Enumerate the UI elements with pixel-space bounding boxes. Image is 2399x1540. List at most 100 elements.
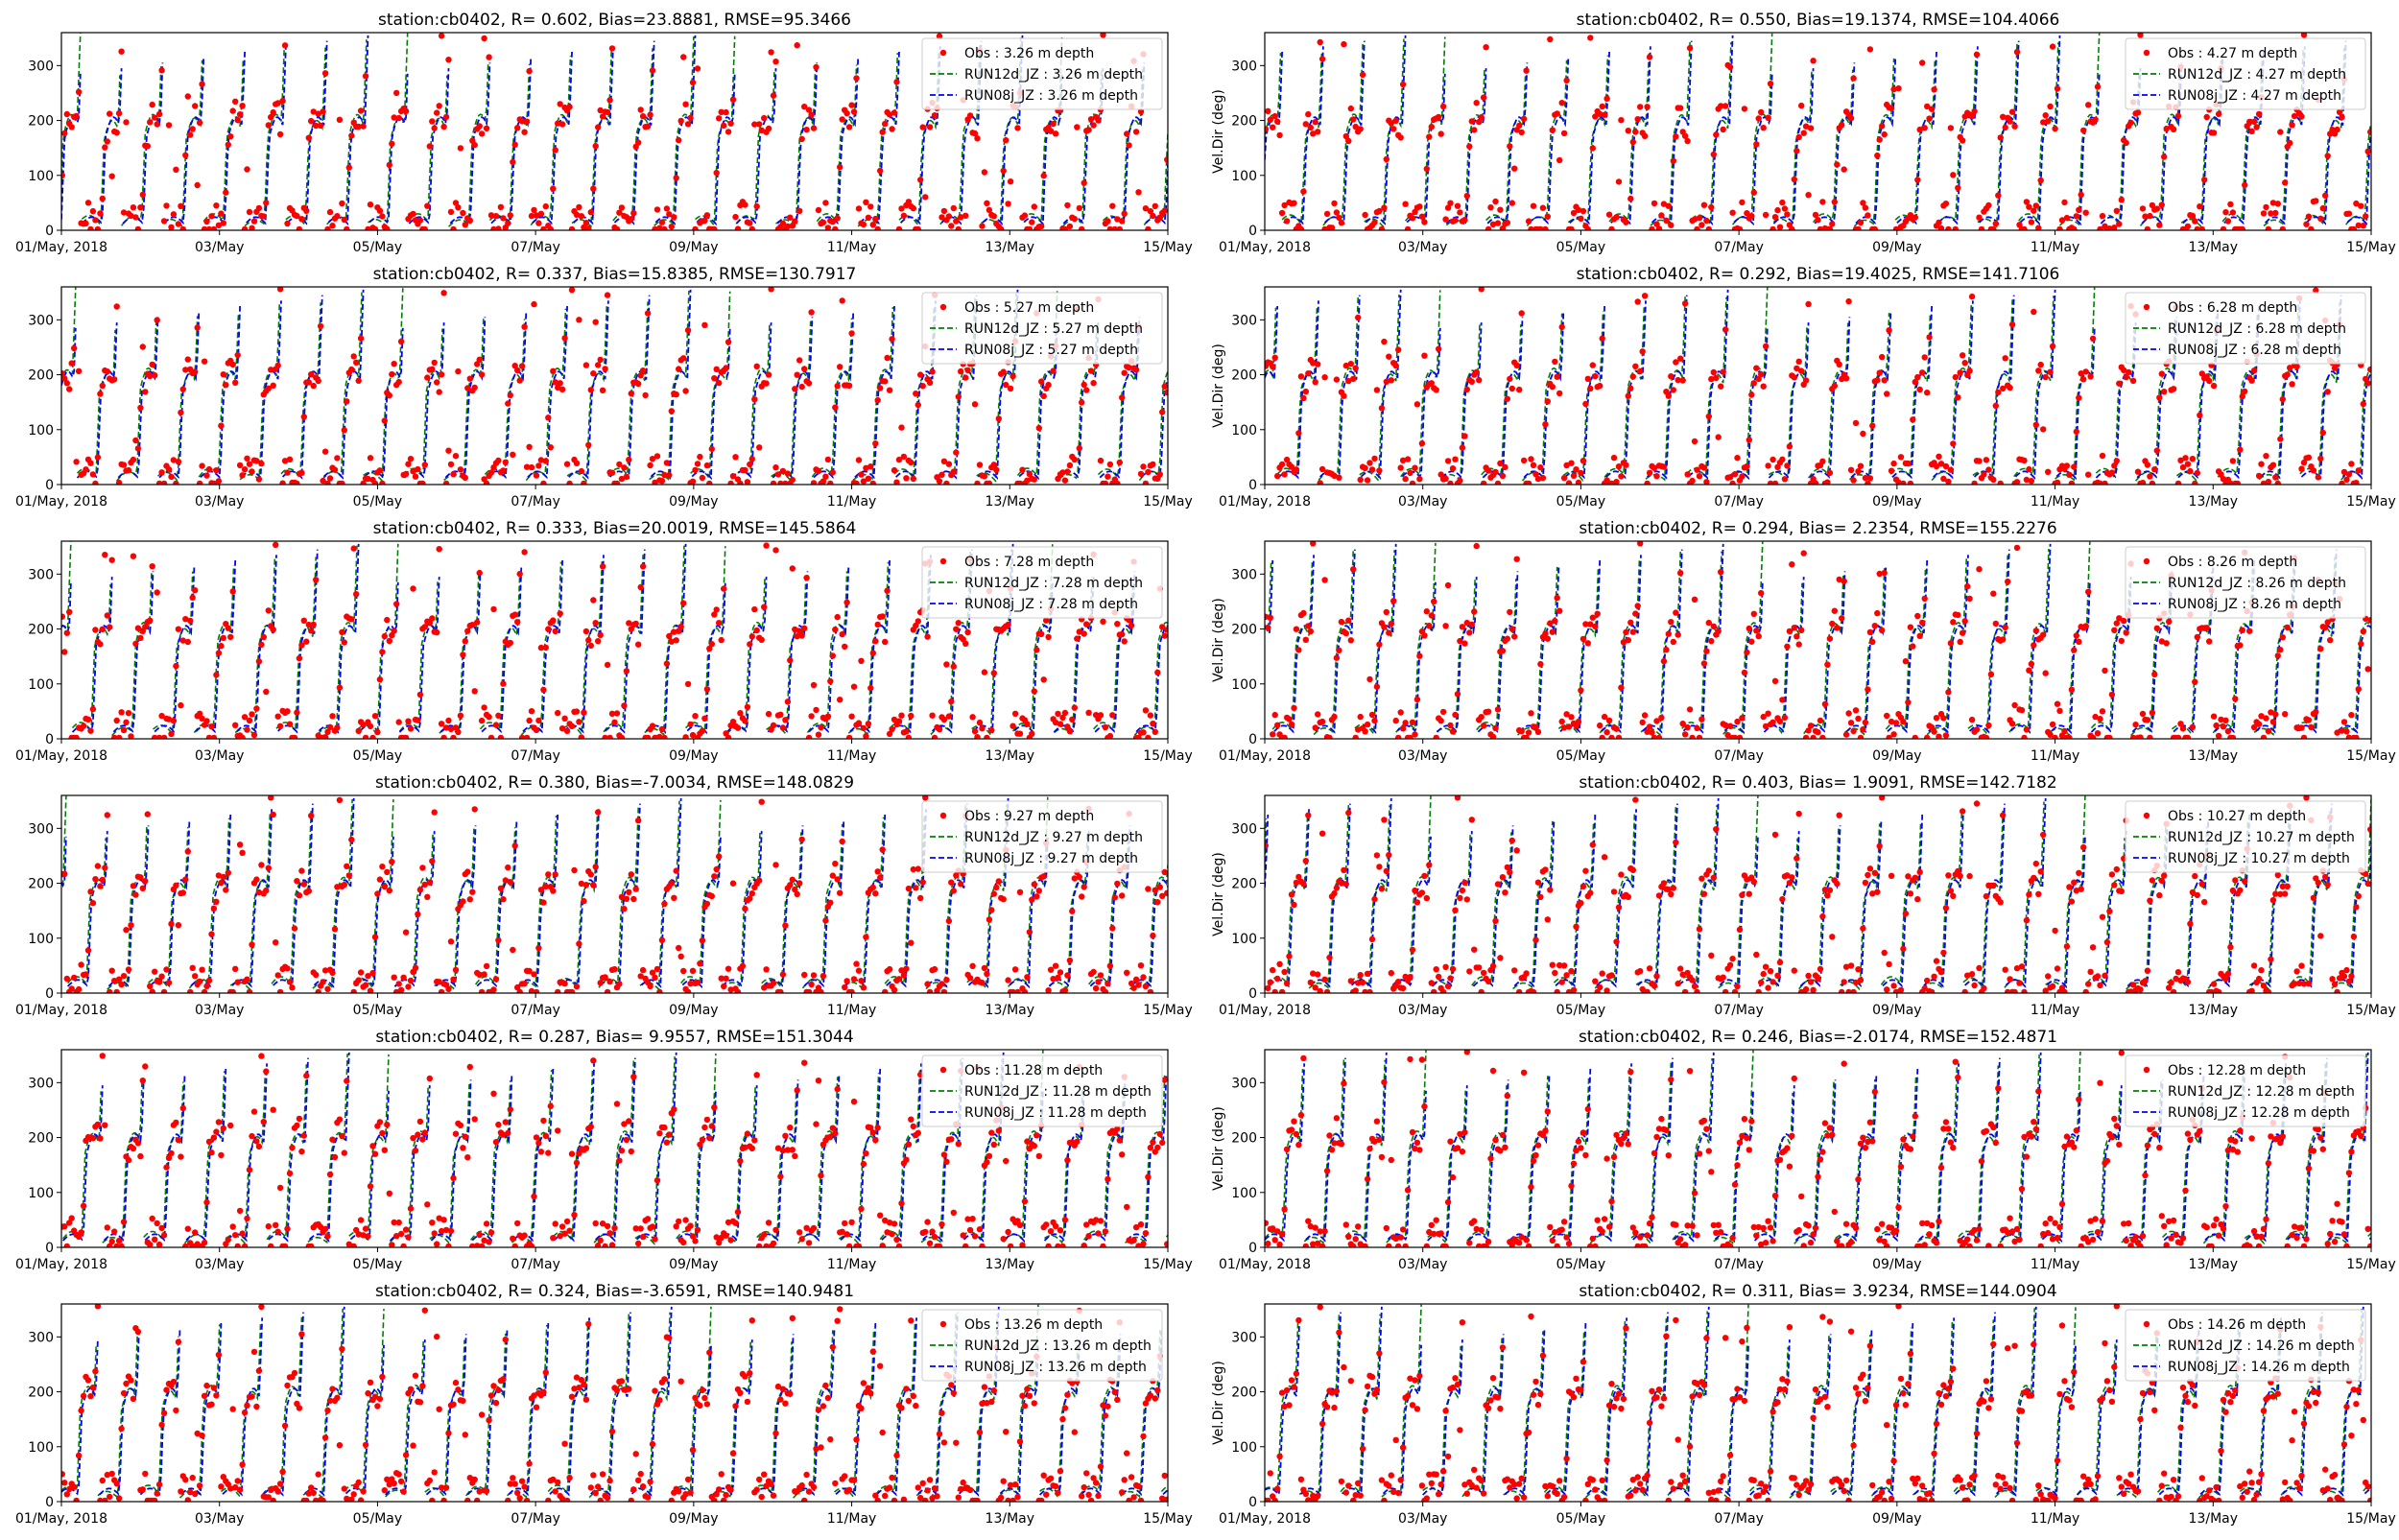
- legend-label: RUN12d_JZ : 4.27 m depth: [2168, 67, 2346, 83]
- obs-point: [1559, 979, 1565, 984]
- obs-point: [661, 735, 667, 741]
- obs-point: [1995, 1085, 2001, 1091]
- obs-point: [1761, 125, 1767, 130]
- obs-point: [1424, 166, 1430, 172]
- obs-point: [1995, 193, 2001, 199]
- obs-point: [230, 107, 236, 113]
- obs-point: [1848, 962, 1854, 968]
- obs-point: [937, 478, 942, 484]
- obs-point: [1452, 908, 1458, 913]
- obs-point: [1114, 481, 1120, 486]
- obs-point: [1164, 156, 1170, 162]
- obs-point: [2056, 226, 2062, 232]
- obs-point: [524, 119, 530, 125]
- obs-point: [490, 1091, 496, 1097]
- obs-point: [529, 1244, 534, 1249]
- obs-point: [185, 93, 191, 99]
- obs-point: [1697, 926, 1702, 932]
- obs-point: [1661, 463, 1667, 469]
- obs-point: [2119, 197, 2125, 202]
- obs-point: [687, 722, 693, 727]
- obs-point: [1647, 1220, 1652, 1226]
- obs-point: [816, 1078, 821, 1083]
- obs-point: [1519, 310, 1525, 316]
- obs-point: [377, 676, 383, 682]
- obs-point: [1469, 622, 1475, 628]
- obs-point: [1945, 1125, 1951, 1131]
- legend-marker: [2144, 558, 2150, 564]
- obs-point: [1817, 718, 1823, 723]
- obs-point: [1998, 481, 2004, 486]
- obs-point: [1362, 465, 1367, 471]
- obs-point: [853, 960, 859, 966]
- obs-point: [964, 367, 970, 373]
- obs-point: [1395, 979, 1401, 984]
- obs-point: [875, 397, 881, 403]
- obs-point: [472, 1116, 478, 1122]
- obs-point: [645, 124, 651, 130]
- obs-point: [66, 609, 72, 615]
- obs-point: [1495, 220, 1501, 225]
- obs-point: [669, 224, 675, 229]
- obs-point: [253, 705, 259, 711]
- obs-point: [2258, 462, 2264, 467]
- obs-point: [982, 669, 987, 675]
- obs-point: [2168, 980, 2173, 985]
- obs-point: [986, 1153, 992, 1159]
- obs-point: [1348, 106, 1354, 111]
- obs-point: [176, 459, 181, 464]
- obs-point: [1985, 1243, 1991, 1248]
- obs-point: [700, 728, 705, 734]
- obs-point: [1064, 972, 1070, 978]
- obs-point: [953, 627, 959, 632]
- obs-point: [463, 222, 468, 227]
- obs-point: [598, 632, 604, 638]
- obs-point: [1315, 711, 1320, 717]
- obs-point: [1801, 550, 1807, 556]
- obs-point: [576, 940, 582, 946]
- obs-point: [387, 392, 392, 398]
- obs-point: [1908, 481, 1913, 486]
- obs-point: [1133, 977, 1139, 983]
- obs-point: [1036, 1153, 1042, 1159]
- obs-point: [1093, 985, 1099, 991]
- obs-point: [1421, 632, 1427, 638]
- obs-point: [1485, 226, 1491, 232]
- obs-point: [512, 142, 518, 148]
- obs-point: [924, 981, 930, 986]
- obs-point: [875, 226, 881, 232]
- obs-point: [427, 1076, 433, 1081]
- obs-point: [1402, 1244, 1408, 1249]
- obs-point: [422, 462, 428, 467]
- obs-point: [1926, 334, 1932, 340]
- obs-point: [1143, 983, 1149, 989]
- obs-point: [721, 585, 726, 591]
- obs-point: [579, 468, 584, 474]
- obs-point: [1618, 684, 1624, 690]
- obs-point: [237, 462, 243, 468]
- obs-point: [1898, 987, 1904, 993]
- obs-point: [2038, 868, 2044, 874]
- obs-point: [2185, 462, 2191, 467]
- obs-point: [448, 462, 454, 467]
- obs-point: [1626, 894, 1631, 900]
- obs-point: [1796, 134, 1802, 140]
- obs-point: [1024, 974, 1030, 980]
- obs-point: [1298, 1112, 1304, 1118]
- obs-point: [1789, 874, 1794, 880]
- obs-point: [2237, 1127, 2243, 1133]
- obs-point: [1874, 889, 1880, 895]
- obs-point: [1057, 1227, 1063, 1233]
- obs-point: [1045, 382, 1051, 388]
- obs-point: [505, 400, 511, 406]
- obs-point: [1637, 1234, 1643, 1240]
- obs-point: [2230, 458, 2236, 463]
- obs-point: [332, 466, 338, 472]
- obs-point: [796, 208, 802, 214]
- obs-point: [782, 1133, 788, 1139]
- obs-point: [2356, 686, 2362, 692]
- obs-point: [2192, 218, 2197, 224]
- obs-point: [1839, 989, 1844, 995]
- obs-point: [1716, 434, 1722, 439]
- obs-point: [1286, 953, 1292, 959]
